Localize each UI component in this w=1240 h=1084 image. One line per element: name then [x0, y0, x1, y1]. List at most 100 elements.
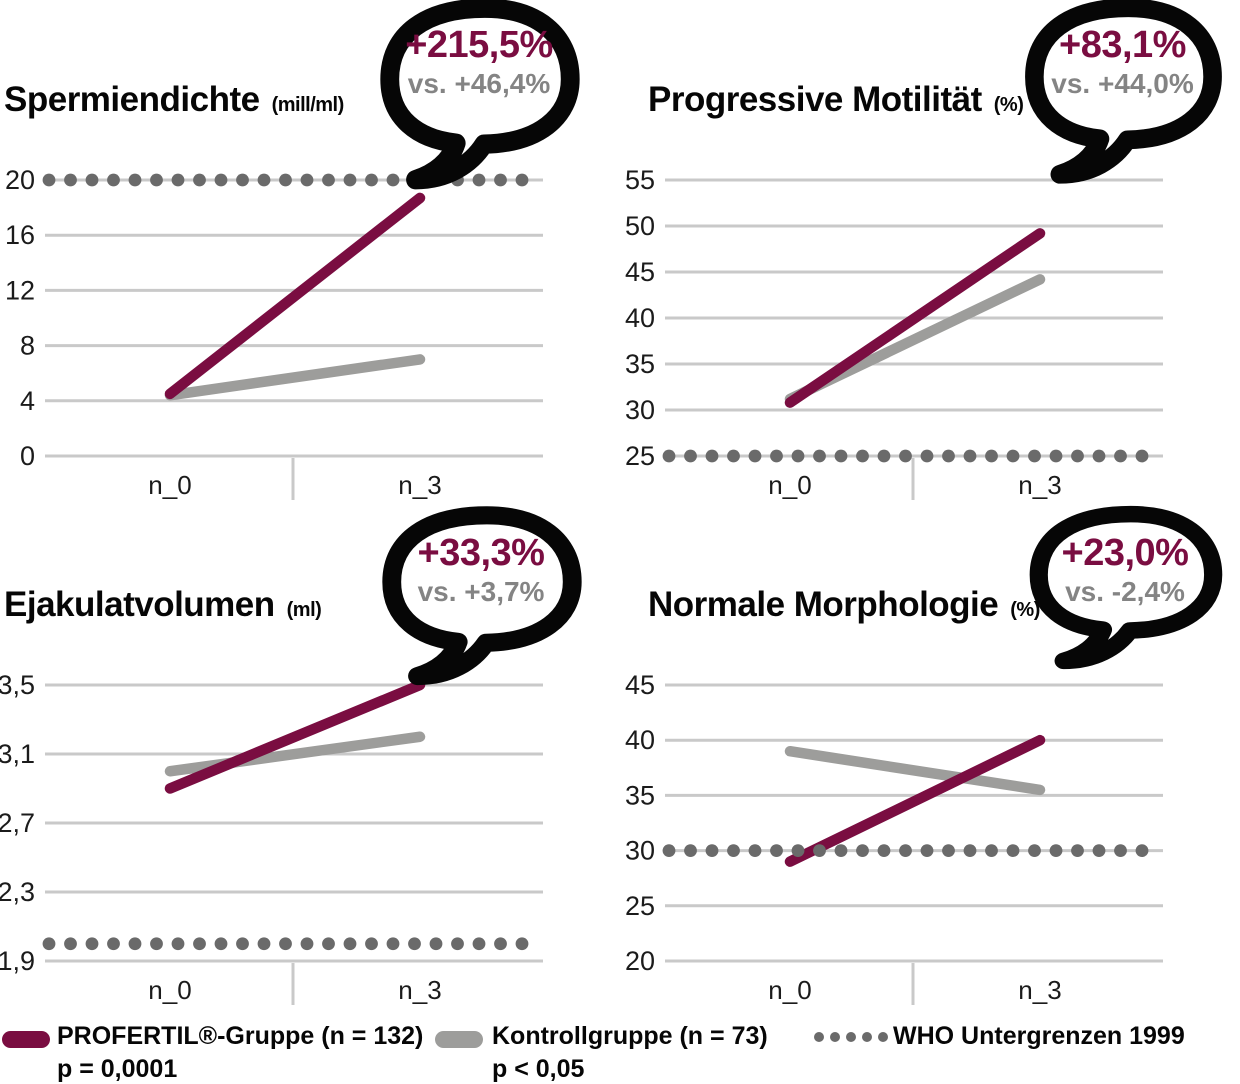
chart-panel-ejakulatvolumen: Ejakulatvolumen (ml) 1,9 2,3 2,7 3,1 3,5 n_0 n_…: [0, 505, 620, 1010]
who-dot: [171, 937, 185, 951]
who-dot: [877, 449, 891, 463]
line-chart-normale-morphologie: 20 25 30 35 40 45 n_0 n_3: [625, 670, 1163, 1005]
who-dot: [64, 173, 77, 187]
who-dot: [1114, 449, 1127, 463]
y-tick-label: 45: [625, 257, 655, 287]
who-dot: [899, 449, 912, 463]
callout-text: +215,5% vs. +46,4%: [360, 0, 598, 202]
series-line-kontrollgruppe: [164, 354, 426, 401]
x-category-label: n_3: [1018, 975, 1061, 1005]
who-dot: [856, 844, 869, 857]
who-dot: [85, 937, 99, 951]
x-category-label: n_3: [398, 975, 441, 1005]
who-dot: [748, 844, 762, 857]
who-dot: [942, 844, 955, 857]
who-dot: [1135, 844, 1149, 857]
callout-main-value: +83,1%: [1059, 24, 1186, 66]
callout-bubble-progressive-motilitaet: +83,1% vs. +44,0%: [1005, 0, 1240, 196]
chart-unit: (mill/ml): [271, 94, 345, 116]
series-line-kontrollgruppe: [784, 745, 1046, 796]
who-dot: [791, 449, 805, 463]
who-dot: [920, 449, 934, 463]
who-dot: [920, 844, 934, 857]
y-tick-label: 40: [625, 303, 655, 333]
who-dot: [279, 937, 292, 951]
who-dot: [300, 173, 314, 187]
who-dot: [1006, 844, 1020, 857]
who-dot: [662, 449, 676, 463]
y-tick-label: 40: [625, 725, 655, 755]
callout-vs-value: vs. +44,0%: [1051, 68, 1194, 99]
who-dot: [1114, 844, 1127, 857]
who-dot: [791, 844, 805, 857]
who-dot: [1071, 844, 1084, 857]
y-tick-label: 3,5: [0, 670, 35, 700]
who-dot: [42, 173, 56, 187]
callout-bubble-spermiendichte: +215,5% vs. +46,4%: [360, 0, 598, 202]
y-tick-label: 35: [625, 349, 655, 379]
who-reference-dotted-line: [662, 449, 1149, 463]
who-dot: [1028, 449, 1041, 463]
who-dot: [662, 844, 676, 857]
y-tick-label: 35: [625, 780, 655, 810]
who-dot: [834, 449, 848, 463]
who-dot: [770, 844, 783, 857]
who-dot: [171, 173, 185, 187]
chart-title-text: Progressive Motilität: [648, 80, 982, 119]
chart-panel-normale-morphologie: Normale Morphologie (%) 20 25 30 35 40 45 n_0 n_…: [620, 505, 1240, 1010]
who-dot: [515, 173, 529, 187]
chart-title: Ejakulatvolumen (ml): [4, 585, 322, 625]
who-dot: [322, 173, 335, 187]
who-dot: [942, 449, 955, 463]
x-category-label: n_0: [148, 470, 191, 500]
who-dot: [365, 173, 378, 187]
callout-bubble-ejakulatvolumen: +33,3% vs. +3,7%: [362, 502, 600, 697]
kontrollgruppe-line-swatch-icon: [435, 1031, 483, 1048]
who-dot: [300, 937, 314, 951]
who-dot: [727, 844, 740, 857]
x-category-label: n_0: [768, 975, 811, 1005]
chart-unit: (%): [1010, 599, 1040, 621]
x-category-label: n_0: [768, 470, 811, 500]
series-line-profertil: [164, 679, 426, 794]
y-tick-label: 20: [625, 946, 655, 976]
who-dot: [322, 937, 335, 951]
who-dot: [343, 937, 357, 951]
callout-text: +33,3% vs. +3,7%: [362, 502, 600, 697]
who-dot: [1049, 844, 1063, 857]
speech-bubble-icon: [1025, 0, 1222, 184]
x-category-label: n_3: [1018, 470, 1061, 500]
who-dot: [1049, 449, 1063, 463]
who-reference-dotted-line: [662, 844, 1149, 857]
who-dot: [128, 937, 142, 951]
chart-title: Progressive Motilität (%): [648, 80, 1024, 120]
who-dot: [899, 844, 912, 857]
who-dot: [813, 844, 826, 857]
chart-title-text: Normale Morphologie: [648, 585, 999, 624]
y-tick-label: 55: [625, 165, 655, 195]
who-dot: [42, 937, 56, 951]
chart-unit: (%): [993, 94, 1024, 116]
who-dot: [150, 937, 163, 951]
y-tick-label: 4: [20, 386, 35, 416]
who-dot: [107, 173, 120, 187]
y-tick-label: 8: [20, 331, 35, 361]
who-dot: [684, 844, 697, 857]
who-dot: [1006, 449, 1020, 463]
who-dot: [813, 449, 826, 463]
who-dot: [877, 844, 891, 857]
y-tick-label: 2,7: [0, 808, 35, 838]
who-dot: [472, 937, 486, 951]
who-dot: [770, 449, 783, 463]
x-category-label: n_3: [398, 470, 441, 500]
callout-bubble-normale-morphologie: +23,0% vs. -2,4%: [1010, 502, 1240, 680]
series-line-kontrollgruppe: [164, 731, 426, 777]
chart-title: Normale Morphologie (%): [648, 585, 1040, 625]
y-tick-label: 45: [625, 670, 655, 700]
who-dot: [257, 937, 271, 951]
who-reference-dotted-line: [42, 937, 529, 951]
who-dot: [1135, 449, 1149, 463]
who-dot: [1028, 844, 1041, 857]
callout-vs-value: vs. +3,7%: [417, 576, 545, 607]
who-dot: [236, 173, 249, 187]
